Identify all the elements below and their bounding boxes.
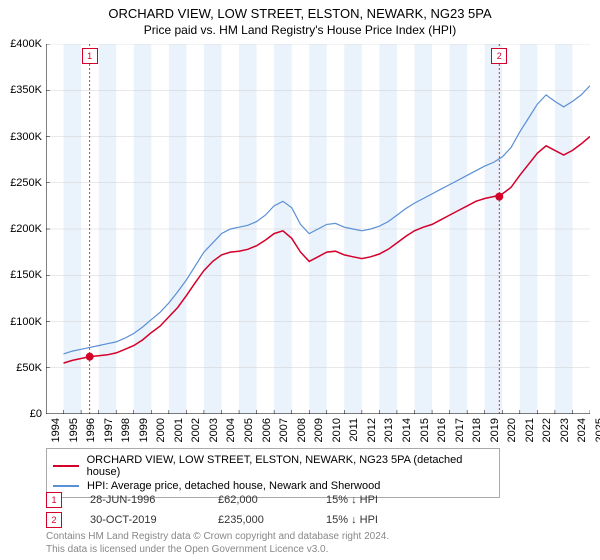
chart-container: ORCHARD VIEW, LOW STREET, ELSTON, NEWARK… xyxy=(0,0,600,560)
x-tick-label: 2002 xyxy=(190,418,202,442)
x-tick-label: 2007 xyxy=(278,418,290,442)
transaction-delta: 15% ↓ HPI xyxy=(326,494,378,506)
x-tick-label: 2025 xyxy=(594,418,600,442)
x-tick-label: 1994 xyxy=(50,418,62,442)
x-tick-label: 2012 xyxy=(366,418,378,442)
transaction-badge: 1 xyxy=(46,492,62,508)
x-tick-label: 2006 xyxy=(261,418,273,442)
x-tick-label: 1999 xyxy=(138,418,150,442)
transaction-row: 1 28-JUN-1996 £62,000 15% ↓ HPI xyxy=(46,490,378,510)
x-tick-label: 2024 xyxy=(576,418,588,442)
footnote-line1: Contains HM Land Registry data © Crown c… xyxy=(46,530,389,543)
legend-label: ORCHARD VIEW, LOW STREET, ELSTON, NEWARK… xyxy=(87,454,493,478)
x-tick-label: 2023 xyxy=(559,418,571,442)
transaction-date: 30-OCT-2019 xyxy=(90,514,190,526)
x-tick-label: 2016 xyxy=(436,418,448,442)
transaction-price: £235,000 xyxy=(218,514,298,526)
legend-swatch xyxy=(53,485,79,487)
legend-swatch xyxy=(53,465,79,467)
legend-row: ORCHARD VIEW, LOW STREET, ELSTON, NEWARK… xyxy=(53,453,493,479)
x-tick-label: 1996 xyxy=(85,418,97,442)
transactions-table: 1 28-JUN-1996 £62,000 15% ↓ HPI 2 30-OCT-2019… xyxy=(46,490,378,530)
chart-marker-badge: 2 xyxy=(491,48,507,64)
x-tick-label: 1995 xyxy=(68,418,80,442)
chart-marker-badge: 1 xyxy=(82,48,98,64)
x-tick-label: 2015 xyxy=(419,418,431,442)
x-tick-label: 1997 xyxy=(103,418,115,442)
transaction-date: 28-JUN-1996 xyxy=(90,494,190,506)
footnote: Contains HM Land Registry data © Crown c… xyxy=(46,530,389,556)
x-tick-label: 2018 xyxy=(471,418,483,442)
x-tick-label: 2019 xyxy=(489,418,501,442)
y-tick-label: £0 xyxy=(30,408,42,420)
x-tick-label: 2003 xyxy=(208,418,220,442)
x-tick-label: 2008 xyxy=(296,418,308,442)
chart-subtitle: Price paid vs. HM Land Registry's House … xyxy=(0,21,600,41)
x-tick-label: 1998 xyxy=(120,418,132,442)
transaction-price: £62,000 xyxy=(218,494,298,506)
x-tick-label: 2020 xyxy=(506,418,518,442)
transaction-delta: 15% ↓ HPI xyxy=(326,514,378,526)
x-tick-label: 2013 xyxy=(383,418,395,442)
x-tick-label: 2001 xyxy=(173,418,185,442)
y-tick-label: £250K xyxy=(10,177,42,189)
chart-area xyxy=(46,44,590,414)
x-tick-label: 2022 xyxy=(541,418,553,442)
plot-svg xyxy=(46,44,590,414)
x-tick-label: 2010 xyxy=(331,418,343,442)
transaction-badge: 2 xyxy=(46,512,62,528)
x-tick-label: 2004 xyxy=(225,418,237,442)
y-tick-label: £350K xyxy=(10,84,42,96)
x-tick-label: 2017 xyxy=(454,418,466,442)
x-tick-label: 2014 xyxy=(401,418,413,442)
y-tick-label: £150K xyxy=(10,269,42,281)
chart-title: ORCHARD VIEW, LOW STREET, ELSTON, NEWARK… xyxy=(0,0,600,21)
y-tick-label: £50K xyxy=(16,362,42,374)
transaction-row: 2 30-OCT-2019 £235,000 15% ↓ HPI xyxy=(46,510,378,530)
y-tick-label: £300K xyxy=(10,131,42,143)
x-tick-label: 2009 xyxy=(313,418,325,442)
y-tick-label: £400K xyxy=(10,38,42,50)
y-tick-label: £200K xyxy=(10,223,42,235)
x-tick-label: 2011 xyxy=(348,418,360,442)
x-tick-label: 2021 xyxy=(524,418,536,442)
x-tick-label: 2005 xyxy=(243,418,255,442)
y-tick-label: £100K xyxy=(10,316,42,328)
x-tick-label: 2000 xyxy=(155,418,167,442)
footnote-line2: This data is licensed under the Open Gov… xyxy=(46,543,389,556)
